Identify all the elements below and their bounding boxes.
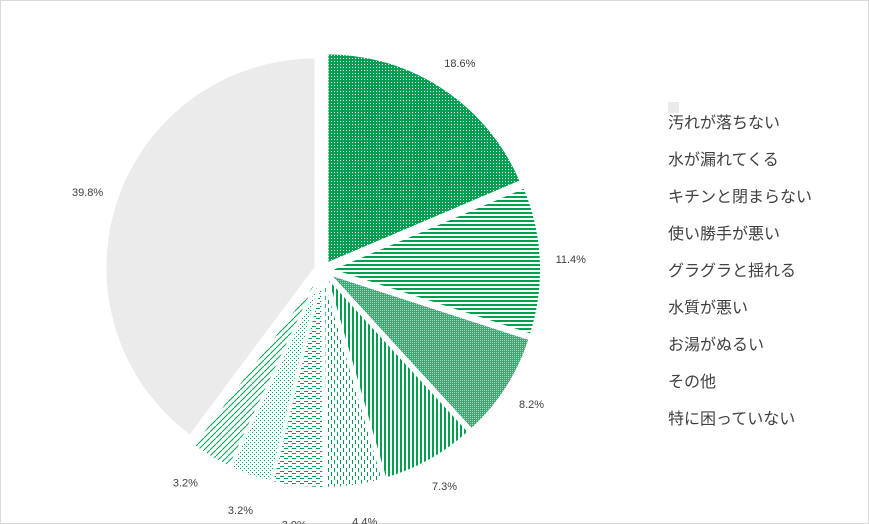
legend-item: 使い勝手が悪い bbox=[668, 102, 812, 250]
slice-percent-label: 3.2% bbox=[173, 478, 198, 490]
legend-label: 特に困っていない bbox=[668, 408, 796, 428]
pie-slice bbox=[191, 276, 320, 469]
pie-slice bbox=[229, 277, 322, 483]
slice-percent-label: 7.3% bbox=[432, 481, 457, 493]
legend-item: 特に困っていない bbox=[668, 102, 812, 435]
pie-slice bbox=[325, 276, 471, 480]
legend-label: 使い勝手が悪い bbox=[668, 223, 781, 243]
legend-item: 汚れが落ちない bbox=[668, 102, 812, 139]
legend-label: 汚れが落ちない bbox=[668, 112, 781, 132]
legend-label: 水質が悪い bbox=[668, 297, 749, 317]
pie-slice bbox=[323, 277, 384, 489]
legend-item: キチンと閉まらない bbox=[668, 102, 813, 213]
slice-percent-label: 3.9% bbox=[282, 519, 307, 524]
slice-percent-label: 4.4% bbox=[352, 516, 377, 524]
legend: 汚れが落ちない 水が漏れてくるキチンと閉まらない 使い勝手が悪い グラグラと揺れる 水質… bbox=[668, 102, 812, 435]
slice-percent-label: 8.2% bbox=[519, 399, 544, 411]
pie-slice bbox=[104, 56, 317, 438]
legend-label: その他 bbox=[668, 371, 717, 391]
legend-item: グラグラと揺れる bbox=[668, 102, 812, 287]
slice-percent-label: 3.2% bbox=[228, 505, 253, 517]
slice-percent-label: 11.4% bbox=[556, 254, 587, 266]
legend-swatch bbox=[668, 102, 679, 113]
pie-slice bbox=[326, 272, 531, 431]
pie-slice bbox=[271, 277, 325, 489]
legend-item: お湯がぬるい bbox=[668, 102, 812, 361]
pie-slice bbox=[328, 186, 542, 336]
legend-item: 水が漏れてくる bbox=[668, 102, 812, 176]
legend-item: 水質が悪い bbox=[668, 102, 812, 324]
legend-label: 水が漏れてくる bbox=[668, 149, 779, 169]
legend-item: その他 bbox=[668, 102, 812, 398]
legend-label: お湯がぬるい bbox=[668, 334, 765, 354]
legend-label: キチンと閉まらない bbox=[668, 186, 813, 206]
legend-label: グラグラと揺れる bbox=[668, 260, 797, 280]
pie-slice bbox=[326, 52, 522, 265]
slice-percent-label: 39.8% bbox=[72, 187, 103, 199]
slice-percent-label: 18.6% bbox=[444, 58, 475, 70]
